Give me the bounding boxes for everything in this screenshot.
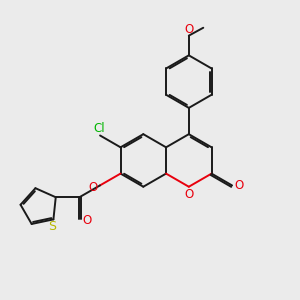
Text: S: S [48, 220, 56, 233]
Text: O: O [185, 188, 194, 201]
Text: O: O [184, 22, 194, 36]
Text: O: O [82, 214, 92, 227]
Text: Cl: Cl [94, 122, 105, 135]
Text: O: O [234, 179, 243, 192]
Text: O: O [89, 181, 98, 194]
